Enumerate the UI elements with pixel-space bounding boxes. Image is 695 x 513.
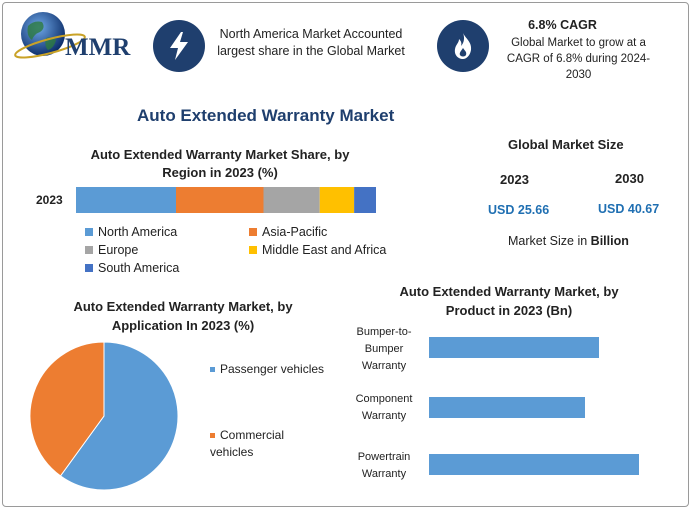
region-chart-title: Auto Extended Warranty Market Share, by …	[90, 147, 350, 180]
market-value-2030: USD 40.67	[598, 202, 660, 216]
legend-europe: Europe	[85, 243, 138, 257]
product-bar-powertrain-warranty	[429, 454, 639, 475]
region-segment-middle-east-and-africa	[319, 187, 355, 213]
legend-mea: Middle East and Africa	[249, 243, 386, 257]
market-value-2023: USD 25.66	[488, 203, 550, 217]
globe-icon	[14, 12, 86, 59]
cagr-title: 6.8% CAGR	[528, 18, 597, 32]
product-bar-bumper-to-bumper-warranty	[429, 337, 599, 358]
market-size-title: Global Market Size	[508, 137, 624, 152]
market-size-note: Market Size in Billion	[508, 234, 629, 248]
flame-icon	[437, 20, 489, 72]
region-segment-europe	[263, 187, 320, 213]
logo: MMR	[10, 8, 135, 63]
region-segment-south-america	[354, 187, 376, 213]
cagr-text: Global Market to grow at a CAGR of 6.8% …	[506, 37, 651, 81]
application-pie	[29, 341, 179, 491]
product-label-powertrain: Powertrain Warranty	[357, 451, 411, 480]
product-chart-title: Auto Extended Warranty Market, by Produc…	[399, 284, 619, 318]
legend-asia-pacific: Asia-Pacific	[249, 225, 327, 239]
legend-south-america: South America	[85, 261, 179, 275]
product-label-component: Component Warranty	[355, 393, 413, 422]
page-title: Auto Extended Warranty Market	[137, 106, 395, 125]
product-bar-component-warranty	[429, 397, 585, 418]
header-box1-text: North America Market Accounted largest s…	[217, 27, 405, 58]
region-segment-asia-pacific	[176, 187, 264, 213]
pie-slice-commercial-vehicles	[29, 341, 105, 477]
market-year-2023: 2023	[500, 172, 529, 187]
lightning-icon	[153, 20, 205, 72]
legend-passenger: Passenger vehicles	[210, 362, 324, 376]
application-chart-title: Auto Extended Warranty Market, by Applic…	[73, 299, 293, 333]
pie-slice-passenger-vehicles	[59, 341, 179, 491]
market-year-2030: 2030	[615, 171, 644, 186]
product-bar-chart	[429, 337, 639, 475]
product-label-bumper: Bumper-to-Bumper Warranty	[356, 326, 412, 372]
region-segment-north-america	[76, 187, 176, 213]
region-stacked-bar	[76, 187, 376, 213]
legend-commercial: Commercial vehicles	[210, 428, 285, 459]
legend-north-america: North America	[85, 225, 177, 239]
region-year-label: 2023	[36, 193, 63, 207]
logo-text: MMR	[65, 34, 131, 61]
